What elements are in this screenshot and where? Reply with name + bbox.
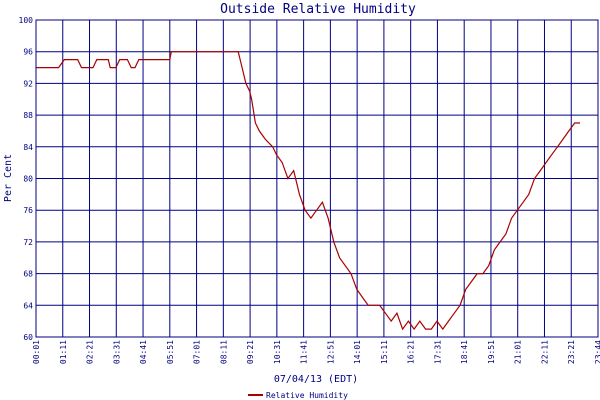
plot-frame <box>35 19 599 338</box>
x-tick-label: 16:21 <box>407 340 416 364</box>
x-axis-label: 07/04/13 (EDT) <box>274 374 358 385</box>
y-tick-label: 64 <box>23 301 33 310</box>
y-tick-label: 100 <box>19 16 34 25</box>
x-tick-label: 22:11 <box>540 340 549 364</box>
x-tick-label: 23:44 <box>594 340 600 364</box>
x-tick-label: 10:31 <box>273 340 282 364</box>
y-ticks: 60 64 68 72 76 80 84 88 92 96 100 <box>19 16 34 342</box>
x-tick-label: 21:01 <box>514 340 523 364</box>
y-tick-label: 92 <box>23 79 33 88</box>
x-tick-label: 01:11 <box>59 340 68 364</box>
legend: Relative Humidity <box>248 391 348 400</box>
x-ticks: 00:01 01:11 02:21 03:31 04:41 05:51 07:01 08:11… <box>32 340 600 364</box>
y-tick-label: 68 <box>23 270 33 279</box>
y-tick-label: 84 <box>23 143 33 152</box>
x-tick-label: 05:51 <box>166 340 175 364</box>
x-tick-label: 23:21 <box>567 340 576 364</box>
y-tick-label: 96 <box>23 48 33 57</box>
y-tick-label: 88 <box>23 111 33 120</box>
y-tick-label: 76 <box>23 206 33 215</box>
x-tick-label: 07:01 <box>193 340 202 364</box>
x-tick-label: 02:21 <box>86 340 95 364</box>
x-tick-label: 09:21 <box>246 340 255 364</box>
x-tick-label: 15:11 <box>380 340 389 364</box>
series-line <box>36 51 580 331</box>
y-tick-label: 60 <box>23 333 33 342</box>
y-axis-label: Per Cent <box>3 154 14 202</box>
x-tick-label: 19:51 <box>487 340 496 364</box>
y-tick-label: 80 <box>23 175 33 184</box>
x-tick-label: 11:41 <box>300 340 309 364</box>
y-tick-label: 72 <box>23 238 33 247</box>
x-tick-label: 14:01 <box>353 340 362 364</box>
legend-label: Relative Humidity <box>266 391 348 400</box>
chart-title: Outside Relative Humidity <box>220 2 416 17</box>
x-tick-label: 17:31 <box>433 340 442 364</box>
x-tick-label: 03:31 <box>112 340 121 364</box>
x-tick-label: 00:01 <box>32 340 41 364</box>
x-tick-label: 08:11 <box>219 340 228 364</box>
plot-area <box>36 51 580 331</box>
x-tick-label: 12:51 <box>326 340 335 364</box>
x-tick-label: 18:41 <box>460 340 469 364</box>
x-tick-label: 04:41 <box>139 340 148 364</box>
